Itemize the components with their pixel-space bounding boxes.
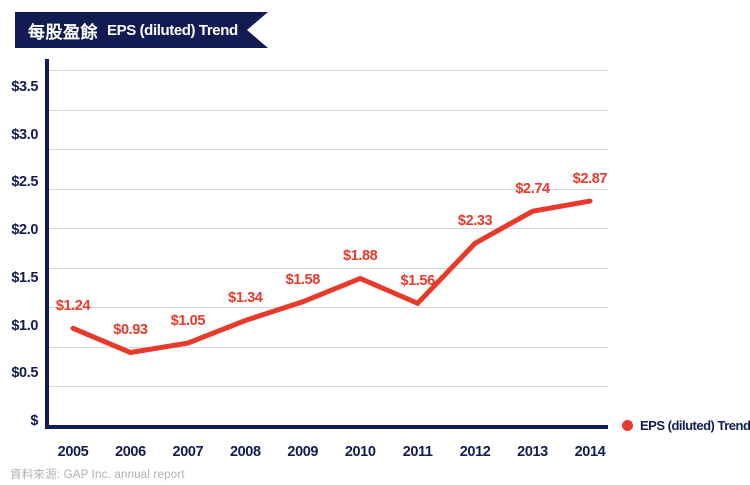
y-tick-label: $2.5	[11, 174, 38, 191]
data-point-label: $1.05	[170, 313, 206, 330]
x-year-label: 2014	[574, 444, 606, 460]
y-tick-label: $	[30, 413, 38, 430]
gridline	[49, 149, 608, 150]
x-axis-line	[45, 425, 608, 429]
gridline	[49, 346, 608, 348]
gridline	[49, 228, 608, 229]
x-year-label: 2005	[57, 444, 89, 460]
page-title-en: EPS (diluted) Trend	[107, 21, 238, 39]
gridline	[49, 307, 608, 308]
x-year-label: 2012	[459, 444, 491, 460]
x-year-label: 2007	[172, 444, 204, 460]
data-point-label: $1.56	[400, 273, 435, 290]
data-point-label: $2.87	[572, 171, 608, 188]
data-point-label: $2.74	[515, 181, 550, 198]
source-note: 資料來源: GAP Inc. annual report	[10, 469, 185, 481]
data-point-label: $1.88	[343, 248, 378, 265]
gridline	[49, 70, 608, 71]
x-year-label: 2009	[287, 444, 319, 460]
page-title-zh: 每股盈餘	[28, 22, 98, 42]
gridline	[49, 109, 608, 111]
x-year-label: 2010	[344, 444, 376, 460]
gridline	[49, 188, 608, 190]
data-point-label: $0.93	[113, 322, 148, 339]
y-tick-label: $0.5	[11, 365, 38, 382]
data-point-label: $1.58	[285, 271, 321, 288]
legend-label: EPS (diluted) Trend	[640, 417, 750, 433]
x-year-label: 2013	[517, 444, 548, 460]
legend: EPS (diluted) Trend	[622, 417, 750, 433]
y-tick-label: $1.0	[11, 317, 38, 334]
x-year-label: 2011	[402, 444, 433, 460]
data-point-label: $2.33	[457, 213, 493, 230]
eps-polyline	[70, 198, 593, 356]
x-year-label: 2008	[229, 444, 261, 460]
legend-marker-dot	[622, 419, 633, 431]
data-point-label: $1.24	[55, 298, 91, 315]
y-axis-line	[45, 59, 49, 429]
y-tick-label: $2.0	[11, 222, 38, 239]
y-tick-label: $1.5	[11, 269, 38, 286]
x-year-label: 2006	[115, 444, 146, 460]
gridline	[49, 386, 608, 387]
y-tick-label: $3.0	[11, 126, 38, 143]
y-tick-label: $3.5	[11, 79, 38, 95]
title-banner: 每股盈餘 EPS (diluted) Trend	[15, 12, 268, 48]
data-point-label: $1.34	[228, 290, 263, 307]
gridline	[49, 267, 608, 269]
